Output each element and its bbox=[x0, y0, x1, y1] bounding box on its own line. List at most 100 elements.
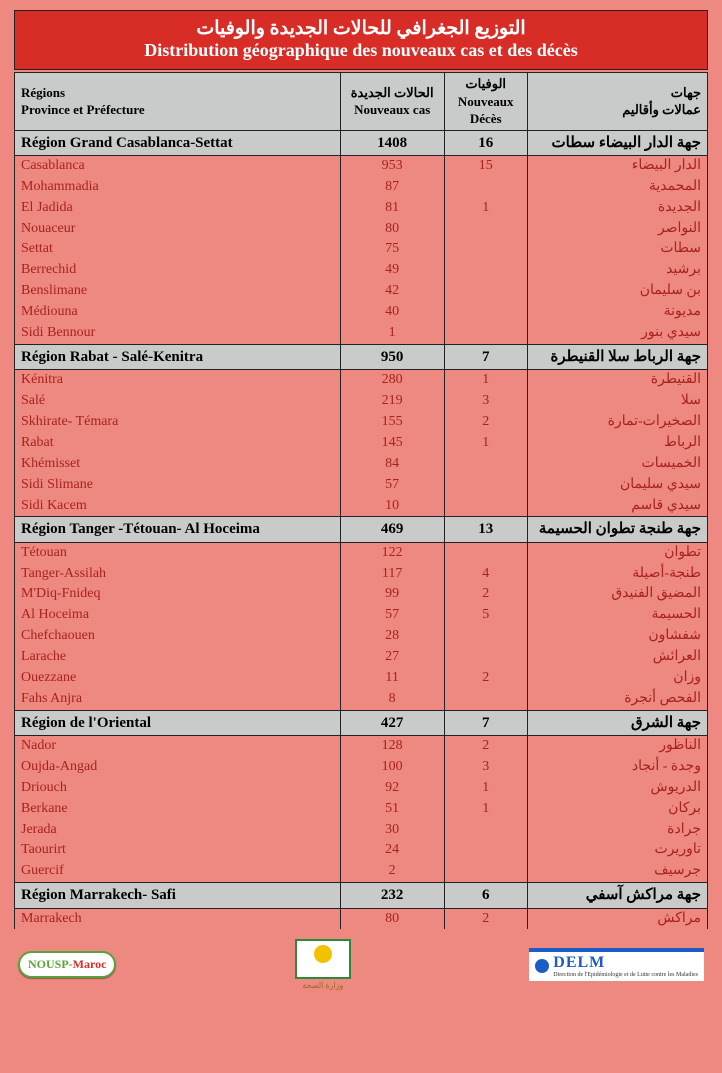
province-ar: الفحص أنجرة bbox=[527, 689, 707, 710]
province-deaths bbox=[444, 302, 527, 323]
province-fr: Berrechid bbox=[15, 260, 341, 281]
data-row: Sidi Bennour1سيدي بنور bbox=[15, 323, 708, 344]
province-ar: الصخيرات-تمارة bbox=[527, 412, 707, 433]
province-fr: Sidi Slimane bbox=[15, 475, 341, 496]
province-ar: سيدي بنور bbox=[527, 323, 707, 344]
data-row: Nador1282الناظور bbox=[15, 736, 708, 757]
province-ar: برشيد bbox=[527, 260, 707, 281]
province-ar: الناظور bbox=[527, 736, 707, 757]
province-cases: 87 bbox=[340, 177, 444, 198]
region-deaths: 6 bbox=[444, 883, 527, 908]
province-ar: الدار البيضاء bbox=[527, 155, 707, 176]
province-ar: مديونة bbox=[527, 302, 707, 323]
logo-nousp: NOUSP-Maroc bbox=[18, 951, 116, 978]
province-fr: Al Hoceima bbox=[15, 605, 341, 626]
region-row: Région de l'Oriental4277جهة الشرق bbox=[15, 710, 708, 735]
region-name-ar: جهة الشرق bbox=[527, 710, 707, 735]
province-deaths bbox=[444, 689, 527, 710]
data-row: Tanger-Assilah1174طنجة-أصيلة bbox=[15, 564, 708, 585]
province-deaths bbox=[444, 840, 527, 861]
province-ar: سطات bbox=[527, 239, 707, 260]
data-row: Larache27 العرائش bbox=[15, 647, 708, 668]
province-ar: الخميسات bbox=[527, 454, 707, 475]
province-deaths bbox=[444, 323, 527, 344]
province-cases: 280 bbox=[340, 370, 444, 391]
province-fr: Tétouan bbox=[15, 542, 341, 563]
province-fr: Berkane bbox=[15, 799, 341, 820]
data-row: Nouaceur80النواصر bbox=[15, 219, 708, 240]
province-deaths: 5 bbox=[444, 605, 527, 626]
province-ar: مراكش bbox=[527, 908, 707, 929]
data-row: Marrakech802مراكش bbox=[15, 908, 708, 929]
province-deaths bbox=[444, 239, 527, 260]
province-fr: Sidi Bennour bbox=[15, 323, 341, 344]
data-row: Benslimane42بن سليمان bbox=[15, 281, 708, 302]
province-cases: 27 bbox=[340, 647, 444, 668]
province-cases: 84 bbox=[340, 454, 444, 475]
province-cases: 80 bbox=[340, 908, 444, 929]
province-cases: 155 bbox=[340, 412, 444, 433]
province-fr: Sidi Kacem bbox=[15, 496, 341, 517]
data-row: Oujda-Angad1003وجدة - أنجاد bbox=[15, 757, 708, 778]
province-deaths bbox=[444, 647, 527, 668]
province-ar: الجديدة bbox=[527, 198, 707, 219]
province-ar: المحمدية bbox=[527, 177, 707, 198]
province-fr: Kénitra bbox=[15, 370, 341, 391]
header-arabic: جهات عمالات وأقاليم bbox=[527, 73, 707, 131]
province-fr: Marrakech bbox=[15, 908, 341, 929]
province-cases: 122 bbox=[340, 542, 444, 563]
province-fr: Guercif bbox=[15, 861, 341, 882]
province-deaths: 3 bbox=[444, 391, 527, 412]
data-row: Taourirt24تاوريرت bbox=[15, 840, 708, 861]
province-fr: El Jadida bbox=[15, 198, 341, 219]
province-fr: Taourirt bbox=[15, 840, 341, 861]
province-cases: 145 bbox=[340, 433, 444, 454]
data-row: M'Diq-Fnideq992المضيق الفنيدق bbox=[15, 584, 708, 605]
province-deaths: 1 bbox=[444, 370, 527, 391]
province-fr: Médiouna bbox=[15, 302, 341, 323]
province-ar: العرائش bbox=[527, 647, 707, 668]
province-deaths bbox=[444, 475, 527, 496]
region-row: Région Rabat - Salé-Kenitra9507جهة الربا… bbox=[15, 344, 708, 369]
province-cases: 49 bbox=[340, 260, 444, 281]
data-row: Sidi Kacem10سيدي قاسم bbox=[15, 496, 708, 517]
data-row: Ouezzane112وزان bbox=[15, 668, 708, 689]
province-deaths bbox=[444, 260, 527, 281]
province-ar: شفشاون bbox=[527, 626, 707, 647]
province-cases: 128 bbox=[340, 736, 444, 757]
province-ar: الحسيمة bbox=[527, 605, 707, 626]
data-row: Tétouan122تطوان bbox=[15, 542, 708, 563]
region-name-ar: جهة مراكش آسفي bbox=[527, 883, 707, 908]
province-deaths: 1 bbox=[444, 198, 527, 219]
province-cases: 117 bbox=[340, 564, 444, 585]
region-name-ar: جهة الرباط سلا القنيطرة bbox=[527, 344, 707, 369]
province-ar: القنيطرة bbox=[527, 370, 707, 391]
region-name-fr: Région de l'Oriental bbox=[15, 710, 341, 735]
region-row: Région Marrakech- Safi2326جهة مراكش آسفي bbox=[15, 883, 708, 908]
data-row: Al Hoceima575الحسيمة bbox=[15, 605, 708, 626]
province-cases: 2 bbox=[340, 861, 444, 882]
province-cases: 28 bbox=[340, 626, 444, 647]
province-cases: 80 bbox=[340, 219, 444, 240]
province-deaths: 1 bbox=[444, 799, 527, 820]
region-name-fr: Région Rabat - Salé-Kenitra bbox=[15, 344, 341, 369]
region-row: Région Tanger -Tétouan- Al Hoceima46913ج… bbox=[15, 517, 708, 542]
data-row: Jerada30جرادة bbox=[15, 820, 708, 841]
region-name-fr: Région Tanger -Tétouan- Al Hoceima bbox=[15, 517, 341, 542]
data-row: Berrechid49 برشيد bbox=[15, 260, 708, 281]
province-ar: وزان bbox=[527, 668, 707, 689]
province-fr: Tanger-Assilah bbox=[15, 564, 341, 585]
province-deaths bbox=[444, 496, 527, 517]
province-deaths: 2 bbox=[444, 908, 527, 929]
province-deaths bbox=[444, 281, 527, 302]
province-fr: Larache bbox=[15, 647, 341, 668]
region-name-fr: Région Marrakech- Safi bbox=[15, 883, 341, 908]
province-fr: Nador bbox=[15, 736, 341, 757]
province-cases: 42 bbox=[340, 281, 444, 302]
data-row: Berkane511بركان bbox=[15, 799, 708, 820]
province-deaths: 1 bbox=[444, 433, 527, 454]
province-deaths: 2 bbox=[444, 584, 527, 605]
data-row: Skhirate- Témara1552الصخيرات-تمارة bbox=[15, 412, 708, 433]
province-deaths bbox=[444, 454, 527, 475]
province-fr: Salé bbox=[15, 391, 341, 412]
